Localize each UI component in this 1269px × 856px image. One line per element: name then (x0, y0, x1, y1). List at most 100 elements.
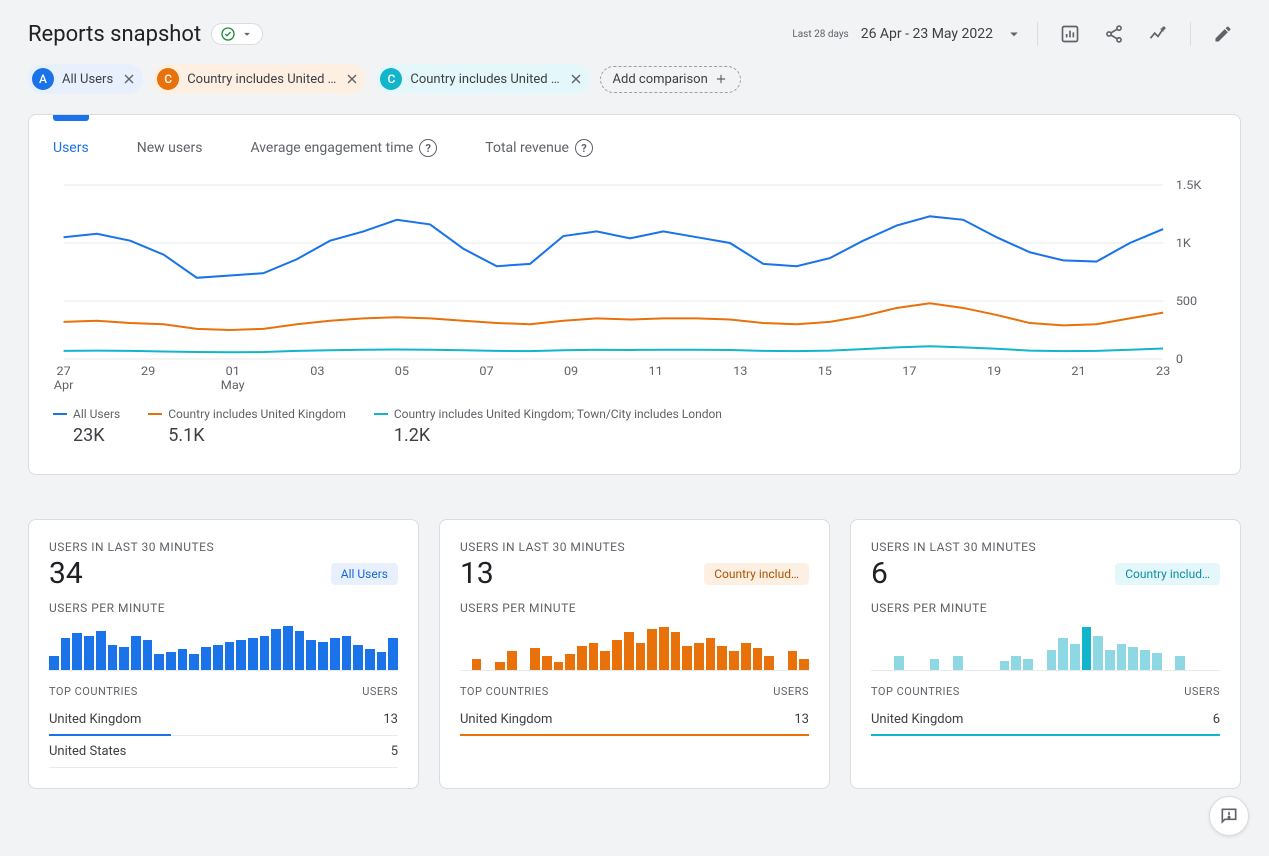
svg-text:13: 13 (733, 365, 747, 379)
realtime-card: USERS IN LAST 30 MINUTES 13 Country incl… (439, 519, 830, 789)
segment-chip[interactable]: C Country includes United … (153, 64, 366, 94)
add-comparison-button[interactable]: Add comparison (600, 66, 741, 93)
minute-bar (1070, 644, 1080, 670)
svg-text:03: 03 (310, 365, 324, 379)
svg-text:11: 11 (649, 365, 663, 379)
minute-bar (189, 654, 199, 670)
svg-text:15: 15 (818, 365, 832, 379)
users-column-label: USERS (1184, 685, 1220, 698)
minute-bar (1117, 644, 1127, 670)
minute-bar (694, 643, 704, 670)
minute-bar (1082, 627, 1092, 670)
help-icon[interactable]: ? (575, 139, 593, 157)
svg-text:09: 09 (564, 365, 578, 379)
minute-bar (1140, 650, 1150, 670)
minute-bar (600, 651, 610, 670)
minute-bar (1152, 653, 1162, 670)
country-users: 13 (383, 712, 398, 727)
minute-bar (236, 640, 246, 670)
svg-text:27: 27 (56, 365, 70, 379)
minute-bar (717, 646, 727, 670)
date-caret-icon[interactable] (1005, 25, 1023, 43)
metric-tab[interactable]: Total revenue? (485, 139, 593, 157)
minute-bar (1047, 650, 1057, 670)
top-countries-header: TOP COUNTRIES USERS (49, 679, 398, 704)
line-chart: 1.5K1K500027Apr2901May030507091113151719… (53, 179, 1216, 399)
metric-tab[interactable]: Average engagement time? (250, 139, 437, 157)
minute-bar (799, 659, 809, 670)
minute-bar (1128, 647, 1138, 670)
top-countries-label: TOP COUNTRIES (871, 685, 960, 698)
legend-label: Country includes United Kingdom (168, 407, 346, 421)
header-left: Reports snapshot (28, 22, 263, 47)
page-header: Reports snapshot Last 28 days 26 Apr - 2… (0, 0, 1269, 64)
minute-bar (741, 643, 751, 670)
minute-bar (1105, 650, 1115, 670)
minute-bar (1175, 656, 1185, 670)
minute-bar (788, 651, 798, 670)
minute-bar (154, 654, 164, 670)
edit-button[interactable] (1205, 16, 1241, 52)
minute-bar (330, 638, 340, 670)
svg-text:29: 29 (141, 365, 155, 379)
minute-bar (283, 626, 293, 670)
country-row[interactable]: United Kingdom 13 (49, 704, 398, 736)
segment-badge: Country includ… (1115, 563, 1220, 585)
legend-item: All Users 23K (53, 407, 120, 446)
minute-bar (49, 656, 59, 670)
minute-bar (554, 662, 564, 670)
close-icon[interactable] (344, 71, 360, 87)
minute-bar (624, 632, 634, 670)
close-icon[interactable] (121, 71, 137, 87)
country-row[interactable]: United Kingdom 6 (871, 704, 1220, 736)
chip-label: All Users (62, 72, 113, 87)
country-users: 13 (794, 712, 809, 727)
minute-bar (213, 645, 223, 670)
metric-tab[interactable]: New users (137, 139, 203, 157)
minute-bar (365, 649, 375, 670)
minute-bar (472, 659, 482, 670)
segment-chip[interactable]: C Country includes United … (376, 64, 589, 94)
segment-chips-row: A All Users C Country includes United … … (0, 64, 1269, 114)
minute-bar (589, 643, 599, 670)
status-dropdown[interactable] (211, 23, 263, 45)
legend-item: Country includes United Kingdom 5.1K (148, 407, 346, 446)
minute-bar (225, 642, 235, 670)
country-row[interactable]: United States 5 (49, 736, 398, 768)
minute-bar (542, 656, 552, 670)
minute-bar (377, 652, 387, 670)
minute-bar (84, 636, 94, 671)
customize-report-button[interactable] (1052, 16, 1088, 52)
minute-bar (930, 659, 940, 671)
metric-tabs: Users New users Average engagement time? To… (29, 121, 1240, 163)
pencil-icon (1213, 24, 1233, 44)
minute-bar (295, 631, 305, 670)
country-name: United Kingdom (460, 712, 552, 727)
realtime-cards-row: USERS IN LAST 30 MINUTES 34 All Users US… (28, 519, 1241, 789)
minute-bar (342, 636, 352, 671)
help-icon[interactable]: ? (419, 139, 437, 157)
minute-bar (1000, 661, 1010, 670)
minute-bar (119, 647, 129, 670)
realtime-card: USERS IN LAST 30 MINUTES 34 All Users US… (28, 519, 419, 789)
minute-bar (682, 646, 692, 670)
minute-bar (507, 651, 517, 670)
date-range[interactable]: 26 Apr - 23 May 2022 (861, 26, 993, 42)
share-button[interactable] (1096, 16, 1132, 52)
close-icon[interactable] (568, 71, 584, 87)
country-row[interactable]: United Kingdom 13 (460, 704, 809, 736)
feedback-button[interactable] (1209, 796, 1249, 836)
minute-bar (61, 638, 71, 670)
svg-text:1K: 1K (1176, 237, 1191, 251)
top-countries-label: TOP COUNTRIES (49, 685, 138, 698)
minute-bar (729, 651, 739, 670)
realtime-title: USERS IN LAST 30 MINUTES (871, 540, 1220, 554)
chip-letter-icon: C (157, 68, 179, 90)
feedback-icon (1219, 806, 1239, 826)
insights-button[interactable] (1140, 16, 1176, 52)
svg-text:May: May (221, 379, 245, 393)
country-name: United States (49, 744, 126, 759)
segment-chip[interactable]: A All Users (28, 64, 143, 94)
users-per-minute-chart (871, 621, 1220, 671)
metric-tab[interactable]: Users (53, 139, 89, 157)
